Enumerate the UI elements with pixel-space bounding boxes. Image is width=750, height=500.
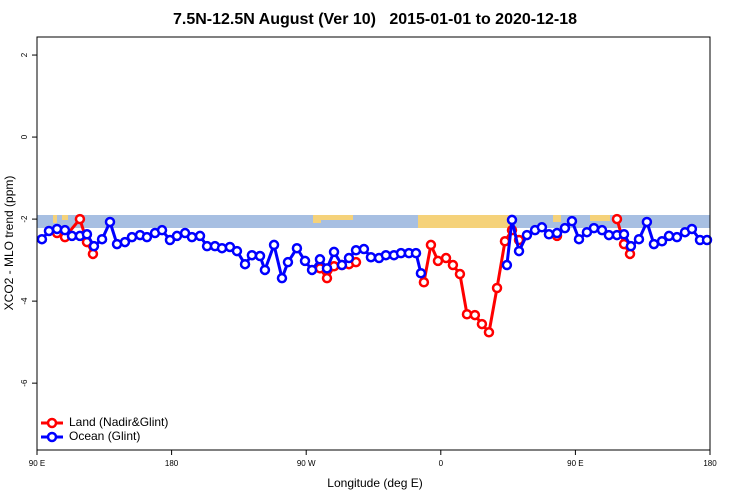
point — [126, 231, 138, 243]
point — [51, 223, 63, 235]
point — [415, 267, 427, 279]
point — [611, 213, 623, 225]
point — [104, 216, 116, 228]
point — [656, 235, 668, 247]
point — [343, 252, 355, 264]
point — [96, 233, 108, 245]
point — [491, 282, 503, 294]
point — [483, 327, 495, 338]
point — [321, 263, 333, 274]
point — [246, 249, 258, 261]
point — [588, 222, 600, 234]
point — [276, 272, 288, 284]
point — [663, 230, 675, 242]
y-tick-label: -6 — [20, 379, 29, 387]
x-tick-label: 90 W — [297, 459, 316, 468]
point — [469, 309, 481, 321]
point — [501, 259, 513, 271]
point — [314, 254, 326, 265]
point — [156, 224, 168, 236]
point — [641, 216, 653, 228]
point — [282, 256, 294, 268]
point — [43, 225, 55, 237]
point — [119, 236, 131, 248]
point — [559, 222, 571, 234]
point — [454, 268, 466, 280]
plot-area — [36, 213, 713, 338]
point — [380, 249, 392, 261]
point — [618, 229, 630, 240]
point — [306, 264, 318, 276]
plot-frame — [36, 36, 711, 451]
y-tick-label: -4 — [20, 297, 29, 305]
point — [671, 231, 683, 243]
point — [216, 242, 228, 254]
y-axis-label: XCO2 - MLO trend (ppm) — [2, 176, 16, 311]
point — [328, 246, 340, 258]
point — [299, 255, 311, 267]
point — [625, 240, 637, 252]
point — [259, 264, 271, 276]
point — [254, 250, 266, 262]
point — [171, 230, 183, 242]
y-tick-label: -2 — [20, 215, 29, 223]
point — [418, 277, 430, 288]
point — [686, 223, 698, 235]
point — [239, 258, 251, 270]
point — [536, 222, 548, 233]
point — [231, 245, 243, 257]
x-axis-label: Longitude (deg E) — [327, 476, 422, 490]
point — [701, 234, 713, 246]
point — [603, 229, 615, 241]
legend-marker — [46, 431, 58, 443]
point — [365, 251, 377, 263]
x-tick-label: 90 E — [567, 459, 583, 468]
point — [350, 245, 362, 256]
point — [551, 227, 563, 239]
point — [633, 233, 645, 245]
legend-label: Ocean (Glint) — [69, 429, 140, 443]
point — [447, 259, 459, 271]
y-tick-label: 2 — [20, 52, 29, 57]
point — [476, 318, 488, 330]
point — [186, 231, 198, 243]
surface-mask — [37, 215, 710, 228]
x-tick-label: 90 E — [29, 459, 45, 468]
point — [141, 231, 153, 243]
series-line — [40, 218, 707, 280]
point — [440, 252, 452, 264]
point — [194, 230, 206, 242]
point — [513, 245, 525, 257]
point — [425, 239, 437, 251]
point — [36, 233, 48, 245]
point — [648, 238, 660, 250]
point — [566, 215, 578, 227]
point — [499, 235, 511, 247]
point — [358, 243, 370, 255]
point — [336, 259, 348, 271]
point — [573, 233, 585, 245]
x-tick-label: 0 — [439, 459, 444, 468]
point — [268, 239, 280, 251]
legend-label: Land (Nadir&Glint) — [69, 415, 168, 429]
point — [59, 224, 71, 236]
point — [291, 242, 303, 254]
point — [74, 213, 86, 225]
x-tick-label: 180 — [703, 459, 717, 468]
point — [321, 272, 333, 284]
x-tick-label: 180 — [165, 459, 179, 468]
point — [596, 224, 608, 236]
point — [521, 229, 533, 241]
point — [543, 229, 555, 240]
point — [81, 229, 93, 240]
point — [410, 247, 422, 259]
point — [432, 255, 444, 267]
point — [506, 214, 518, 226]
legend-marker — [46, 417, 58, 429]
chart-title: 7.5N-12.5N August (Ver 10) 2015-01-01 to… — [173, 11, 577, 28]
point — [88, 240, 100, 252]
y-tick-label: 0 — [20, 134, 29, 139]
